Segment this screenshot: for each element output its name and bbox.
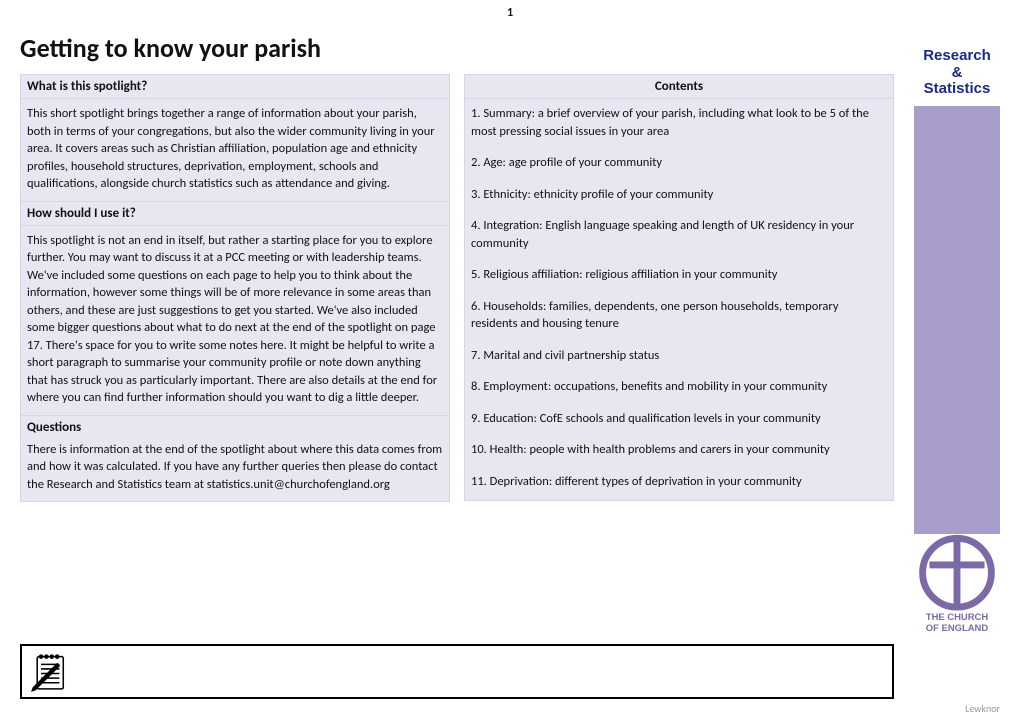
- brand-line2: &: [914, 65, 1000, 82]
- contents-item: 2. Age: age profile of your community: [471, 154, 887, 172]
- logo-caption-2: OF ENGLAND: [926, 623, 989, 634]
- left-column: What is this spotlight? This short spotl…: [20, 74, 450, 502]
- box-contents-header: Contents: [464, 74, 894, 99]
- sidebar: Research & Statistics THE CHURCH OF ENGL…: [914, 44, 1000, 642]
- box-header: Contents: [469, 77, 889, 96]
- box-what-is-spotlight-body: This short spotlight brings together a r…: [20, 99, 450, 202]
- parish-name: Lewknor: [965, 702, 1000, 715]
- box-body: This short spotlight brings together a r…: [25, 101, 445, 199]
- page-title: Getting to know your parish: [20, 32, 1000, 64]
- box-header: How should I use it?: [25, 204, 445, 223]
- contents-item: 11. Deprivation: different types of depr…: [471, 473, 887, 491]
- contents-item: 3. Ethnicity: ethnicity profile of your …: [471, 186, 887, 204]
- coe-logo-block: THE CHURCH OF ENGLAND: [914, 534, 1000, 642]
- brand-line1: Research: [914, 48, 1000, 65]
- page-number: 1: [0, 6, 1020, 20]
- logo-caption-1: THE CHURCH: [926, 612, 989, 623]
- sidebar-stripe: [914, 106, 1000, 534]
- contents-item: 9. Education: CofE schools and qualifica…: [471, 410, 887, 428]
- content-grid: What is this spotlight? This short spotl…: [20, 74, 1000, 502]
- contents-item: 10. Health: people with health problems …: [471, 441, 887, 459]
- contents-item: 6. Households: families, dependents, one…: [471, 298, 887, 333]
- contents-item: 1. Summary: a brief overview of your par…: [471, 105, 887, 140]
- box-header: Questions: [25, 418, 445, 437]
- coe-logo-icon: THE CHURCH OF ENGLAND: [914, 534, 1000, 637]
- contents-item: 5. Religious affiliation: religious affi…: [471, 266, 887, 284]
- contents-item: 4. Integration: English language speakin…: [471, 217, 887, 252]
- box-header: What is this spotlight?: [25, 77, 445, 96]
- box-how-use-body: This spotlight is not an end in itself, …: [20, 226, 450, 416]
- contents-item: 7. Marital and civil partnership status: [471, 347, 887, 365]
- notes-box: [20, 644, 894, 699]
- page: 1 Getting to know your parish What is th…: [0, 0, 1020, 721]
- box-contents-body: 1. Summary: a brief overview of your par…: [464, 99, 894, 501]
- box-questions: Questions There is information at the en…: [20, 416, 450, 503]
- box-what-is-spotlight-header: What is this spotlight?: [20, 74, 450, 99]
- box-how-use-header: How should I use it?: [20, 202, 450, 226]
- brand-label: Research & Statistics: [914, 44, 1000, 98]
- right-column: Contents 1. Summary: a brief overview of…: [464, 74, 894, 501]
- contents-item: 8. Employment: occupations, benefits and…: [471, 378, 887, 396]
- box-body: This spotlight is not an end in itself, …: [25, 228, 445, 413]
- notepad-icon: [28, 649, 74, 695]
- box-body: There is information at the end of the s…: [25, 437, 445, 500]
- box-body: 1. Summary: a brief overview of your par…: [469, 101, 889, 498]
- brand-line3: Statistics: [914, 81, 1000, 98]
